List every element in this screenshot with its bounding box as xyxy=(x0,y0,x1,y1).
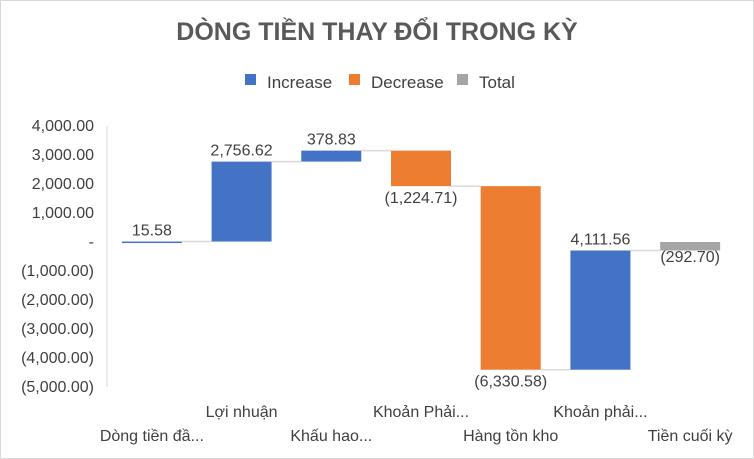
bar-increase xyxy=(121,241,182,244)
x-tick-label: Khấu hao... xyxy=(290,428,372,445)
y-tick-label: 3,000.00 xyxy=(32,147,94,164)
x-tick-label: Tiền cuối kỳ xyxy=(648,428,733,445)
legend-swatch-decrease xyxy=(349,74,360,85)
x-tick-label: Lợi nhuận xyxy=(206,404,278,421)
y-tick-label: (2,000.00) xyxy=(21,292,94,309)
legend-swatch-total xyxy=(457,74,468,85)
data-label: (292.70) xyxy=(660,249,720,266)
chart-title: DÒNG TIỀN THAY ĐỔI TRONG KỲ xyxy=(176,16,578,46)
legend-label-decrease: Decrease xyxy=(371,73,444,92)
bar-decrease xyxy=(480,186,541,370)
legend-swatch-increase xyxy=(245,74,256,85)
y-tick-label: 4,000.00 xyxy=(32,118,94,135)
x-tick-label: Khoản Phải... xyxy=(373,404,469,421)
data-label: 4,111.56 xyxy=(570,231,630,248)
data-label: 2,756.62 xyxy=(210,143,272,160)
bar-increase xyxy=(301,150,362,162)
x-tick-label: Khoản phải... xyxy=(553,404,647,421)
plot-area: 15.58 2,756.62 378.83 (1,224.71) (6,330.58) 4… xyxy=(121,132,721,391)
y-tick-label: 2,000.00 xyxy=(32,176,94,193)
legend: Increase Decrease Total xyxy=(245,73,515,92)
bar-decrease xyxy=(391,150,451,187)
y-tick-label: 1,000.00 xyxy=(32,205,94,222)
y-tick-label: - xyxy=(89,234,94,251)
data-label: (6,330.58) xyxy=(474,374,547,391)
legend-label-total: Total xyxy=(479,73,515,92)
y-tick-label: (5,000.00) xyxy=(21,379,94,396)
y-tick-label: (4,000.00) xyxy=(21,350,94,367)
data-label: (1,224.71) xyxy=(385,190,458,207)
y-tick-label: (3,000.00) xyxy=(21,321,94,338)
bar-increase xyxy=(211,161,272,242)
y-tick-label: (1,000.00) xyxy=(21,263,94,280)
bar-total xyxy=(660,242,721,251)
legend-label-increase: Increase xyxy=(267,73,332,92)
y-axis: 4,000.00 3,000.00 2,000.00 1,000.00 - (1,000.… xyxy=(21,118,108,396)
x-tick-label: Dòng tiền đầ... xyxy=(100,428,204,445)
bar-increase xyxy=(570,250,631,370)
data-label: 378.83 xyxy=(307,132,356,149)
data-label: 15.58 xyxy=(132,223,172,240)
x-tick-label: Hàng tồn kho xyxy=(463,428,558,445)
